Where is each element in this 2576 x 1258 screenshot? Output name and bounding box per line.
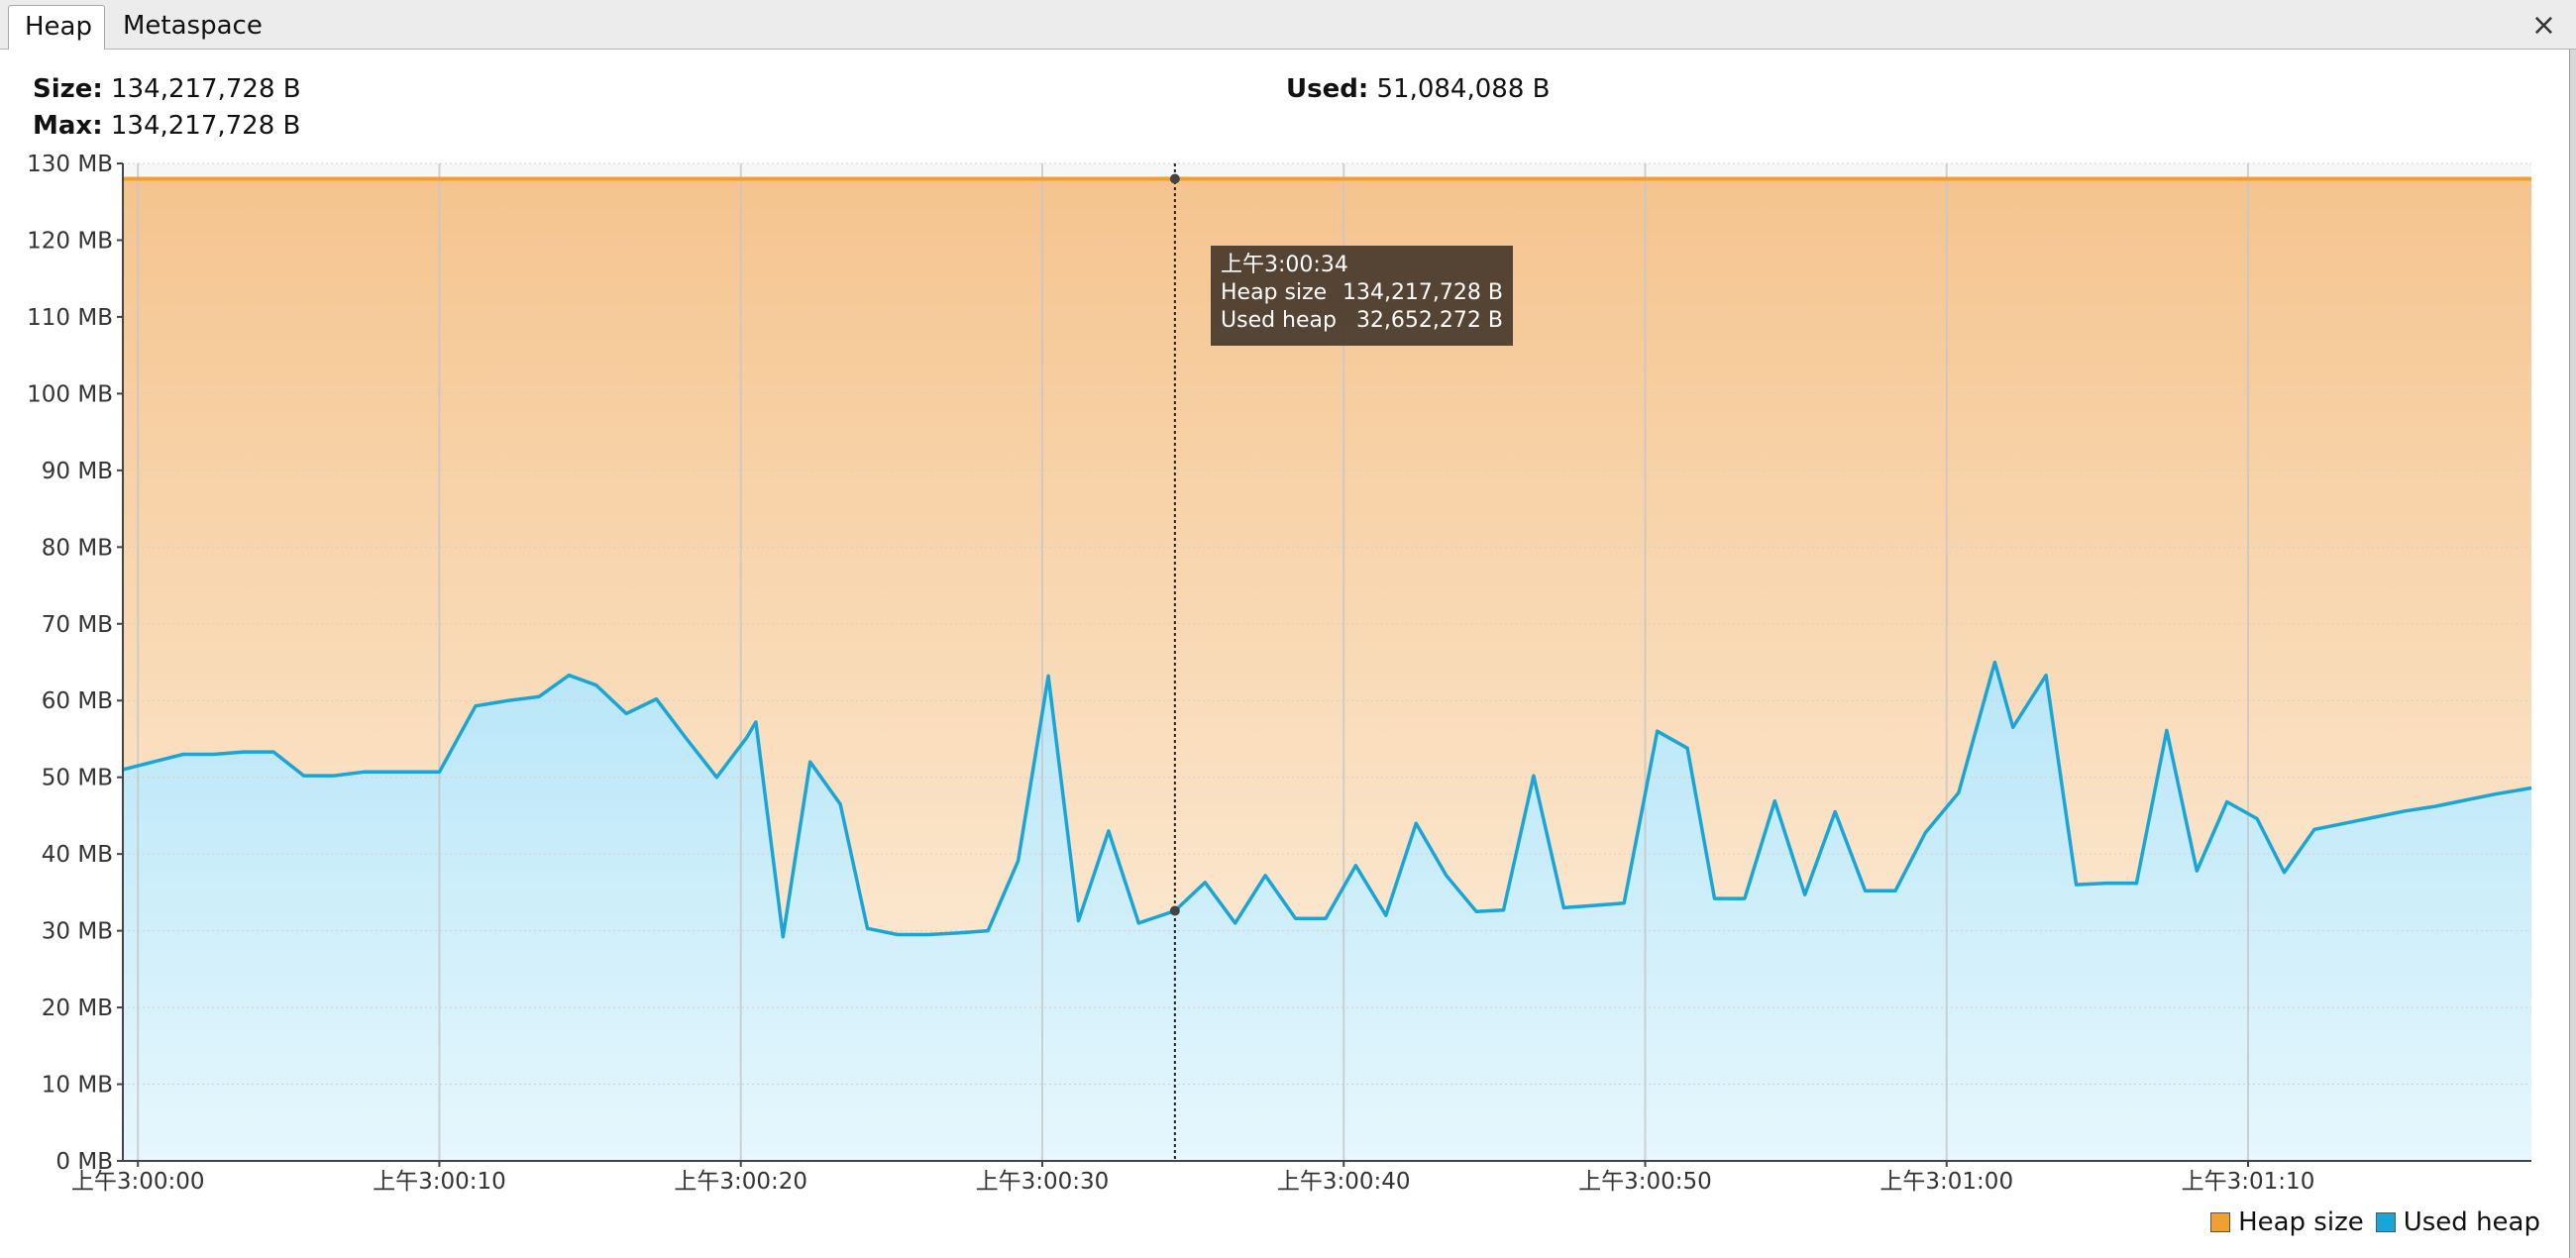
tooltip-heap-label: Heap size	[1221, 280, 1328, 305]
y-tick-label-9: 90 MB	[42, 459, 113, 484]
y-tick-label-11: 110 MB	[27, 305, 113, 331]
tab-bar: Heap Metaspace ×	[0, 0, 2576, 51]
tooltip-used-row: Used heap 32,652,272 B	[1221, 307, 1503, 335]
x-tick-label-2: 上午3:00:20	[674, 1169, 807, 1195]
chart-tooltip: 上午3:00:34 Heap size 134,217,728 B Used h…	[1211, 246, 1513, 346]
legend-used-heap[interactable]: Used heap	[2375, 1206, 2540, 1238]
y-tick-label-7: 70 MB	[42, 612, 113, 638]
used-heap-area	[123, 662, 2531, 1161]
used-heap-line	[122, 660, 2532, 939]
x-tick-label-6: 上午3:01:00	[1879, 1169, 2013, 1195]
x-tick-label-5: 上午3:00:50	[1578, 1169, 1712, 1195]
y-tick-label-12: 120 MB	[27, 228, 113, 254]
legend-used-label: Used heap	[2403, 1207, 2540, 1237]
tab-heap[interactable]: Heap	[8, 5, 105, 51]
y-tick-label-3: 30 MB	[42, 919, 113, 945]
tab-metaspace[interactable]: Metaspace	[123, 11, 263, 41]
y-tick-label-8: 80 MB	[42, 535, 113, 561]
y-tick-label-2: 20 MB	[42, 996, 113, 1021]
size-value: 134,217,728 B	[111, 74, 301, 104]
x-tick-label-1: 上午3:00:10	[373, 1169, 506, 1195]
crosshair-heap-point	[1169, 173, 1180, 184]
max-value: 134,217,728 B	[110, 111, 301, 141]
y-tick-label-5: 50 MB	[42, 766, 113, 791]
legend-used-swatch	[2375, 1212, 2396, 1232]
max-stat: Max: 134,217,728 B	[33, 110, 300, 142]
y-tick-label-0: 0 MB	[55, 1149, 113, 1175]
used-label: Used:	[1286, 74, 1369, 104]
y-tick-label-1: 10 MB	[42, 1073, 113, 1099]
window-edge	[2569, 50, 2576, 1258]
legend-heap-swatch	[2210, 1212, 2231, 1232]
crosshair-used-point	[1169, 905, 1180, 916]
tooltip-used-value: 32,652,272 B	[1355, 308, 1503, 333]
legend-heap-size[interactable]: Heap size	[2210, 1206, 2364, 1238]
legend-heap-label: Heap size	[2238, 1207, 2364, 1237]
used-value: 51,084,088 B	[1376, 74, 1551, 104]
close-icon[interactable]: ×	[2530, 8, 2556, 43]
tooltip-heap-value: 134,217,728 B	[1342, 280, 1503, 305]
y-tick-label-6: 60 MB	[42, 688, 113, 714]
size-label: Size:	[33, 74, 103, 104]
x-tick-label-3: 上午3:00:30	[976, 1169, 1110, 1195]
x-tick-label-7: 上午3:01:10	[2182, 1169, 2315, 1195]
used-stat: Used: 51,084,088 B	[1286, 73, 1550, 105]
tooltip-used-label: Used heap	[1221, 308, 1337, 333]
x-tick-label-0: 上午3:00:00	[71, 1169, 205, 1195]
size-stat: Size: 134,217,728 B	[33, 73, 301, 105]
x-tick-label-4: 上午3:00:40	[1277, 1169, 1411, 1195]
chart-legend: Heap size Used heap	[2210, 1206, 2540, 1238]
heap-stats: Size: 134,217,728 B Max: 134,217,728 B U…	[0, 50, 2576, 158]
y-tick-label-10: 100 MB	[27, 381, 113, 407]
y-tick-label-13: 130 MB	[27, 154, 113, 177]
tooltip-time: 上午3:00:34	[1221, 253, 1348, 277]
max-label: Max:	[33, 111, 103, 141]
tooltip-heap-row: Heap size 134,217,728 B	[1221, 279, 1503, 307]
y-tick-label-4: 40 MB	[42, 842, 113, 868]
